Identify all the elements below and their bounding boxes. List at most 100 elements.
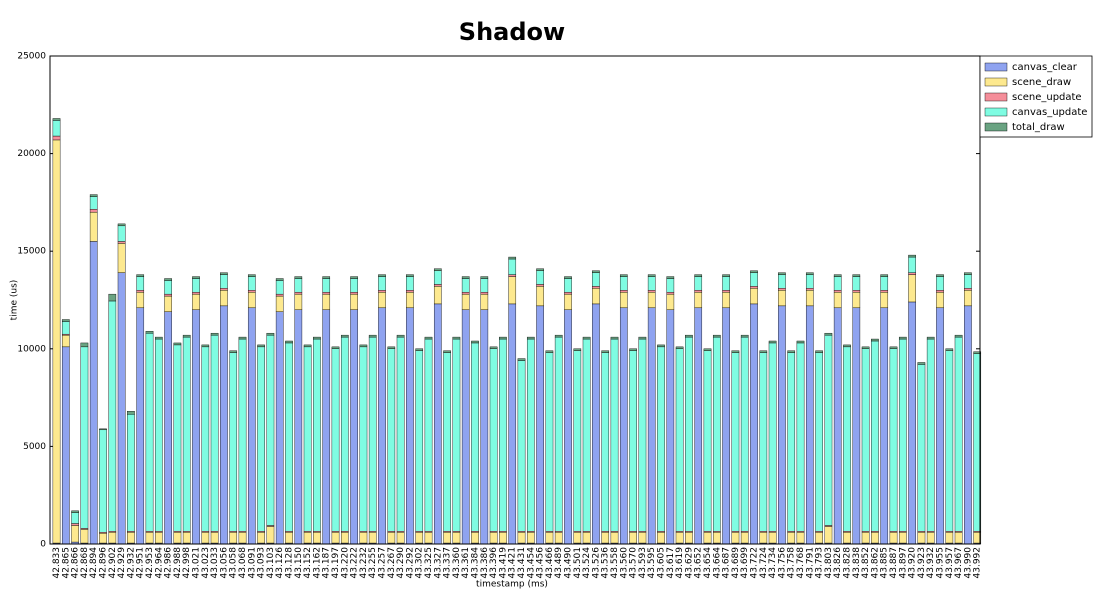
bar-segment <box>303 344 312 348</box>
bar-segment <box>387 346 396 349</box>
bar-segment <box>629 532 637 544</box>
bar-segment <box>750 270 758 273</box>
bar-segment <box>89 194 98 197</box>
bar-segment <box>778 290 786 307</box>
x-tick-label: 42.932 <box>126 547 136 579</box>
bar-segment <box>880 290 889 293</box>
bar-segment <box>331 348 340 532</box>
y-tick-label: 20000 <box>17 149 46 159</box>
x-tick-label: 42.894 <box>89 547 99 579</box>
bar-segment <box>350 276 358 279</box>
bar-segment <box>638 338 647 532</box>
bar-segment <box>192 278 200 293</box>
x-tick-label: 43.093 <box>257 547 267 579</box>
bar-segment <box>908 274 916 303</box>
bar-segment <box>610 336 619 340</box>
bar-segment <box>936 307 944 545</box>
bar-segment <box>294 278 303 293</box>
bar-segment <box>173 342 182 346</box>
x-tick-label: 43.456 <box>536 547 546 579</box>
bar-segment <box>796 340 805 344</box>
bar-segment <box>220 288 228 291</box>
bar-segment <box>815 350 823 353</box>
bar-segment <box>331 532 340 544</box>
bar-segment <box>880 307 889 545</box>
bar-segment <box>536 305 544 545</box>
bar-segment <box>796 342 805 532</box>
bar-segment <box>889 346 898 349</box>
bar-segment <box>247 276 256 291</box>
bar-segment <box>731 532 740 544</box>
x-tick-label: 43.560 <box>619 547 629 579</box>
bar-segment <box>294 291 303 295</box>
bar-segment <box>303 532 312 544</box>
bar-segment <box>768 342 777 532</box>
bar-segment <box>80 346 89 529</box>
bar-segment <box>433 268 442 271</box>
bar-segment <box>406 290 414 293</box>
bar-segment <box>536 268 544 271</box>
x-tick-label: 43.255 <box>368 547 378 579</box>
bar-segment <box>731 350 740 353</box>
bar-segment <box>52 120 61 137</box>
bar-segment <box>750 272 758 287</box>
bar-segment <box>564 291 572 295</box>
bar-segment <box>192 291 200 295</box>
bar-segment <box>592 272 600 287</box>
legend-label: scene_draw <box>1012 77 1071 88</box>
x-tick-label: 43.489 <box>554 547 564 579</box>
bar-segment <box>740 532 749 544</box>
bar-segment <box>936 290 944 293</box>
bar-segment <box>145 332 154 532</box>
bar-segment <box>433 303 442 545</box>
x-tick-label: 42.868 <box>80 547 90 579</box>
bar-segment <box>173 344 182 532</box>
bar-segment <box>340 336 349 532</box>
bar-segment <box>443 532 451 544</box>
bar-segment <box>164 278 172 281</box>
bar-segment <box>99 428 107 431</box>
bar-segment <box>452 338 461 532</box>
bar-segment <box>461 278 470 293</box>
bar-segment <box>257 344 265 348</box>
bar-segment <box>750 288 758 305</box>
bar-segment <box>452 532 461 544</box>
bar-segment <box>117 225 126 242</box>
bar-segment <box>796 532 805 544</box>
bar-segment <box>52 118 61 121</box>
x-tick-label: 43.152 <box>303 547 313 579</box>
bar-segment <box>164 293 172 297</box>
bar-segment <box>675 346 684 349</box>
x-tick-label: 43.887 <box>889 547 899 579</box>
bar-segment <box>722 276 730 291</box>
bar-segment <box>778 274 786 289</box>
bar-segment <box>164 311 172 545</box>
bar-segment <box>703 532 712 544</box>
bar-segment <box>787 352 796 532</box>
bar-segment <box>378 276 386 291</box>
bar-segment <box>508 303 517 545</box>
bar-segment <box>926 338 935 532</box>
x-tick-label: 43.091 <box>247 547 257 579</box>
x-tick-label: 43.724 <box>759 547 769 579</box>
y-tick-label: 5000 <box>23 442 46 452</box>
bar-segment <box>275 293 284 297</box>
x-tick-label: 42.929 <box>117 547 127 579</box>
bar-segment <box>908 272 916 275</box>
bar-segment <box>712 336 721 532</box>
bar-segment <box>657 532 665 544</box>
x-tick-label: 43.734 <box>768 547 778 579</box>
bar-segment <box>182 532 191 544</box>
x-tick-label: 43.852 <box>861 547 871 579</box>
x-tick-label: 43.524 <box>582 547 592 579</box>
bar-segment <box>852 307 861 545</box>
bar-segment <box>275 280 284 295</box>
x-tick-label: 43.033 <box>210 547 220 579</box>
bar-segment <box>313 338 321 532</box>
bar-segment <box>489 346 498 349</box>
y-tick-label: 0 <box>40 540 46 550</box>
bar-segment <box>629 350 637 532</box>
bar-segment <box>145 532 154 544</box>
bar-segment <box>136 274 145 277</box>
x-tick-label: 43.222 <box>350 547 360 579</box>
